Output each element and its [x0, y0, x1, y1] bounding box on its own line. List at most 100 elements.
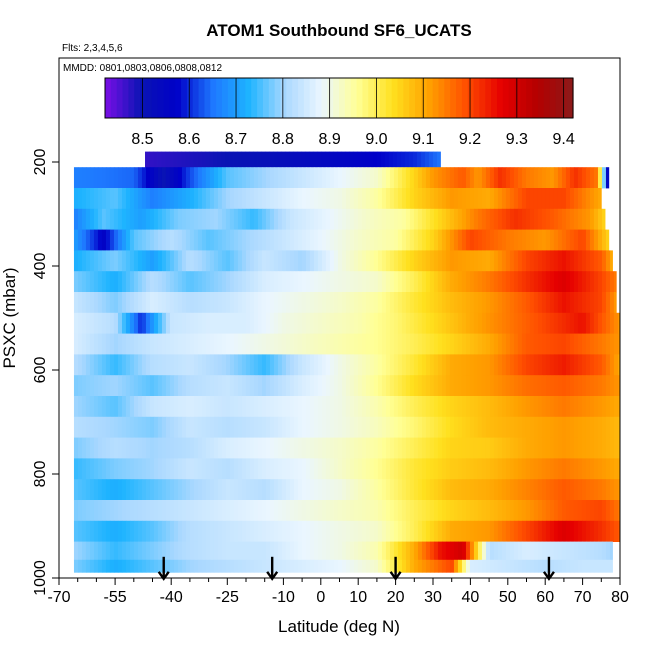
heatmap-cell: [261, 271, 267, 293]
heatmap-cell: [293, 312, 299, 334]
heatmap-cell: [77, 375, 83, 397]
heatmap-cell: [461, 479, 467, 501]
heatmap-cell: [273, 312, 279, 334]
heatmap-cell: [317, 167, 323, 189]
heatmap-cell: [541, 292, 547, 314]
heatmap-cell: [153, 151, 158, 168]
heatmap-cell: [153, 375, 159, 397]
heatmap-cell: [157, 292, 163, 314]
heatmap-cell: [89, 229, 95, 251]
heatmap-cell: [145, 559, 151, 573]
heatmap-cell: [601, 250, 607, 272]
heatmap-cell: [189, 167, 195, 189]
heatmap-cell: [73, 541, 79, 561]
heatmap-cell: [73, 396, 79, 418]
heatmap-cell: [169, 292, 175, 314]
heatmap-cell: [257, 500, 263, 522]
heatmap-cell: [377, 312, 383, 334]
heatmap-cell: [617, 416, 621, 438]
heatmap-cell: [421, 520, 427, 542]
heatmap-cell: [73, 167, 79, 189]
heatmap-cell: [573, 559, 579, 573]
heatmap-cell: [173, 151, 178, 168]
heatmap-cell: [565, 208, 571, 230]
heatmap-cell: [521, 188, 527, 210]
heatmap-cell: [593, 354, 599, 376]
heatmap-cell: [597, 541, 603, 561]
heatmap-cell: [593, 541, 599, 561]
heatmap-cell: [177, 354, 183, 376]
heatmap-cell: [517, 416, 523, 438]
heatmap-cell: [405, 333, 411, 355]
heatmap-cell: [441, 437, 447, 459]
heatmap-cell: [117, 229, 123, 251]
heatmap-cell: [613, 333, 619, 355]
heatmap-cell: [269, 208, 275, 230]
heatmap-cell: [381, 188, 387, 210]
heatmap-cell: [297, 271, 303, 293]
heatmap-cell: [329, 333, 335, 355]
heatmap-cell: [193, 292, 199, 314]
heatmap-cell: [133, 188, 139, 210]
heatmap-cell: [341, 520, 347, 542]
heatmap-cell: [285, 312, 291, 334]
heatmap-cell: [77, 250, 83, 272]
heatmap-cell: [145, 375, 151, 397]
colorbar-swatch: [280, 78, 287, 118]
heatmap-cell: [261, 458, 267, 480]
heatmap-cell: [385, 188, 391, 210]
heatmap-cell: [385, 458, 391, 480]
heatmap-cell: [165, 271, 171, 293]
heatmap-cell: [565, 458, 571, 480]
heatmap-cell: [393, 520, 399, 542]
heatmap-cell: [233, 500, 239, 522]
heatmap-cell: [105, 437, 111, 459]
heatmap-cell: [593, 188, 599, 210]
heatmap-cell: [265, 458, 271, 480]
heatmap-cell: [237, 229, 243, 251]
colorbar-swatch: [327, 78, 334, 118]
heatmap-cell: [201, 333, 207, 355]
heatmap-cell: [385, 375, 391, 397]
heatmap-cell: [213, 479, 219, 501]
heatmap-cell: [585, 541, 591, 561]
heatmap-cell: [225, 559, 231, 573]
heatmap-cell: [297, 333, 303, 355]
heatmap-cell: [229, 271, 235, 293]
heatmap-cell: [493, 375, 499, 397]
heatmap-cell: [377, 520, 383, 542]
heatmap-cell: [525, 520, 531, 542]
heatmap-cell: [205, 250, 211, 272]
heatmap-cell: [161, 354, 167, 376]
heatmap-cell: [357, 520, 363, 542]
heatmap-cell: [485, 333, 491, 355]
heatmap-cell: [433, 229, 439, 251]
heatmap-cell: [433, 188, 439, 210]
heatmap-cell: [529, 333, 535, 355]
heatmap-cell: [269, 188, 275, 210]
heatmap-cell: [549, 396, 555, 418]
heatmap-cell: [341, 250, 347, 272]
heatmap-cell: [101, 208, 107, 230]
heatmap-cell: [349, 541, 355, 561]
heatmap-cell: [309, 541, 315, 561]
heatmap-cell: [197, 416, 203, 438]
heatmap-cell: [285, 500, 291, 522]
heatmap-cell: [533, 375, 539, 397]
colorbar-tick-label: 9.2: [459, 131, 481, 148]
heatmap-cell: [513, 437, 519, 459]
heatmap-cell: [101, 541, 107, 561]
heatmap-cell: [505, 437, 511, 459]
heatmap-cell: [265, 437, 271, 459]
heatmap-cell: [441, 375, 447, 397]
heatmap-cell: [185, 250, 191, 272]
heatmap-cell: [537, 541, 543, 561]
heatmap-cell: [89, 167, 95, 189]
heatmap-cell: [465, 500, 471, 522]
heatmap-cell: [253, 151, 258, 168]
heatmap-cell: [341, 354, 347, 376]
heatmap-cell: [353, 250, 359, 272]
heatmap-cell: [437, 312, 443, 334]
heatmap-cell: [617, 312, 621, 334]
heatmap-cell: [461, 167, 467, 189]
